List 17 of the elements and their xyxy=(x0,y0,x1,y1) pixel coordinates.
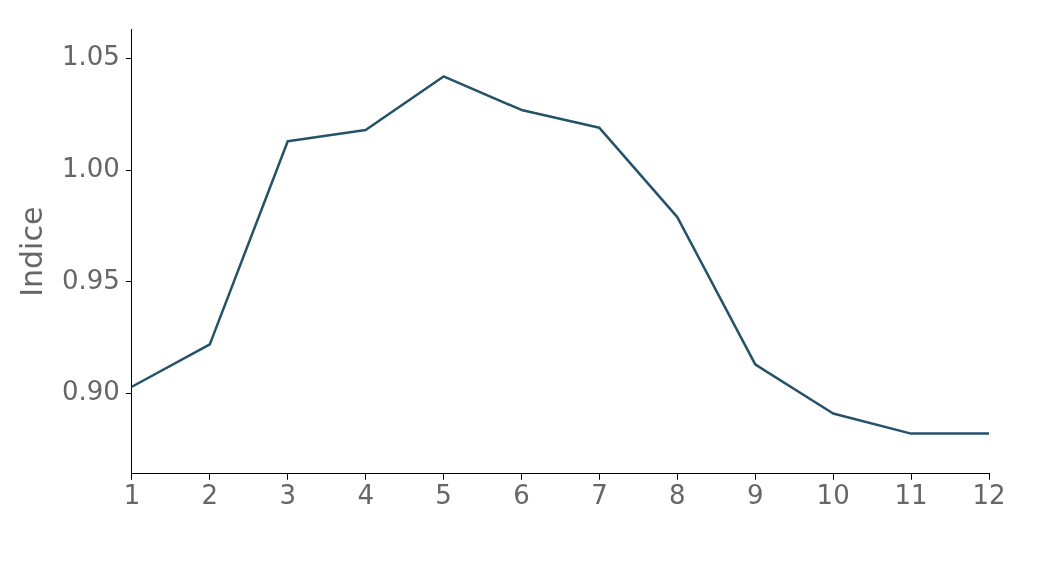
x-tick-label: 8 xyxy=(669,480,686,511)
x-tick-label: 3 xyxy=(279,480,296,511)
y-axis-title: Indice xyxy=(13,206,49,297)
y-tick-label: 0.95 xyxy=(62,264,120,295)
y-tick-label: 1.05 xyxy=(62,41,120,72)
x-tick-label: 2 xyxy=(201,480,219,511)
y-tick-label: 1.00 xyxy=(62,152,120,183)
x-tick-label: 7 xyxy=(591,480,608,511)
y-tick-label: 0.90 xyxy=(62,376,120,407)
x-tick-label: 4 xyxy=(357,480,374,511)
x-tick-label: 11 xyxy=(894,480,928,511)
x-tick-label: 5 xyxy=(435,480,452,511)
x-tick-label: 1 xyxy=(123,480,141,511)
x-tick-label: 12 xyxy=(972,480,1006,511)
x-tick-label: 6 xyxy=(513,480,530,511)
x-tick-label: 10 xyxy=(816,480,850,511)
x-tick-label: 9 xyxy=(746,480,764,511)
